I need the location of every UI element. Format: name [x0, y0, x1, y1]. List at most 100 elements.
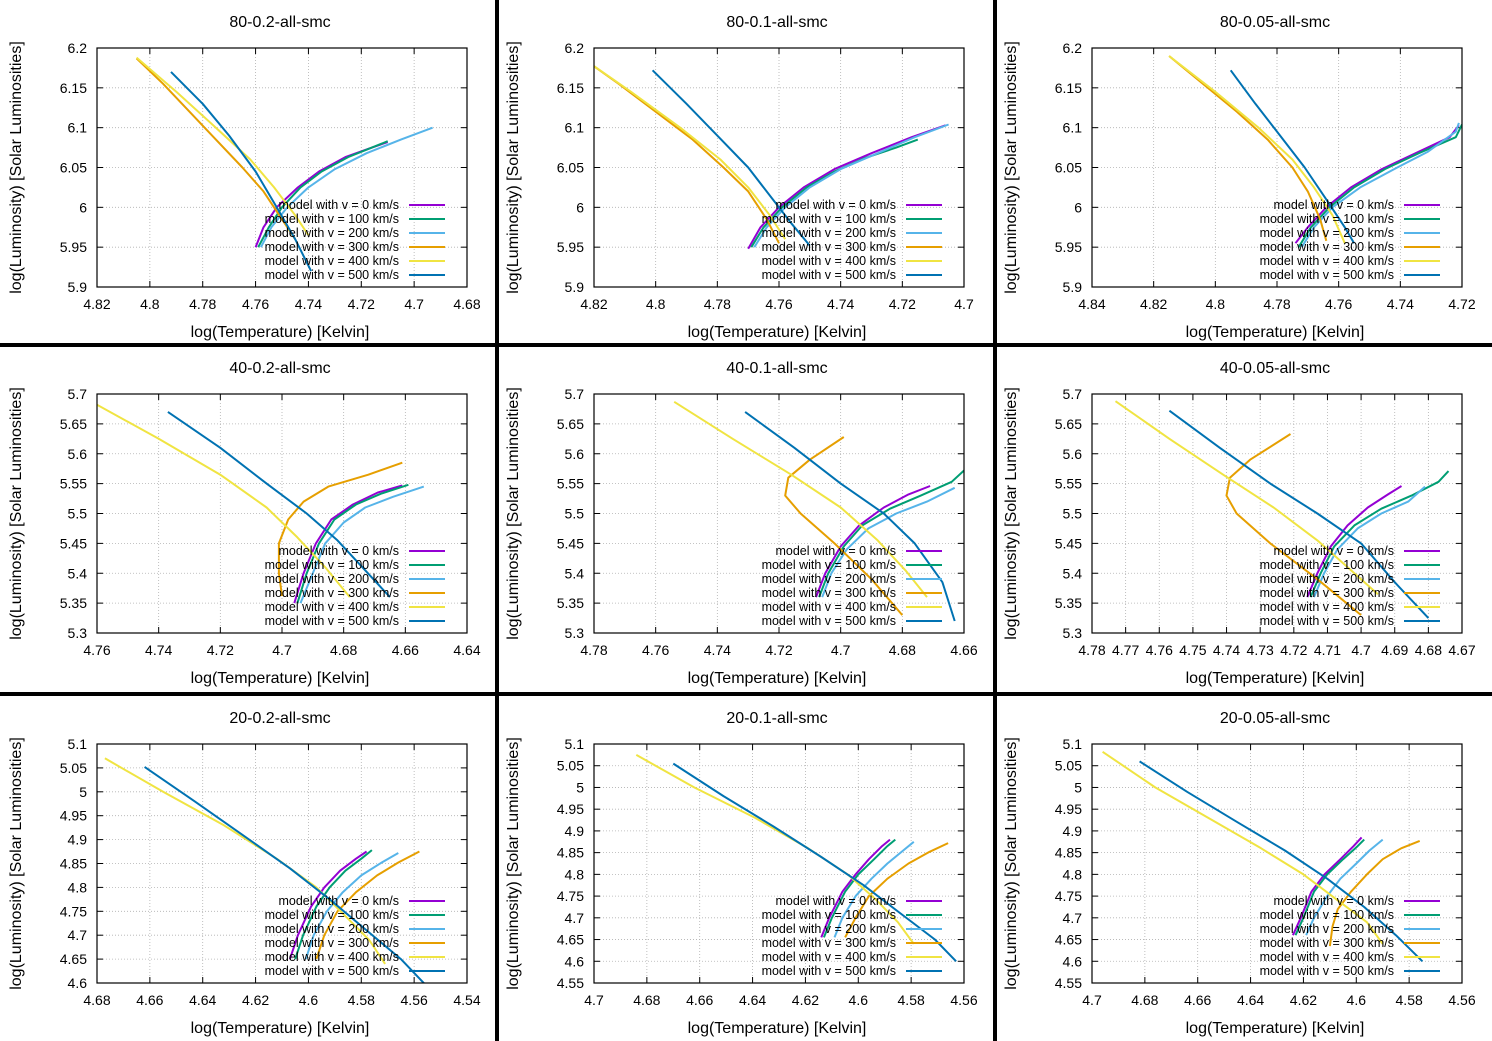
y-tick-label: 5.35 [60, 595, 87, 611]
chart-title: 40-0.1-all-smc [726, 360, 827, 377]
series-line-v400 [1114, 400, 1379, 595]
series-line-v500 [167, 411, 391, 598]
legend-label: model with v = 300 km/s [762, 936, 896, 950]
y-tick-label: 5.9 [68, 279, 88, 295]
legend-label: model with v = 100 km/s [762, 212, 896, 226]
legend-label: model with v = 400 km/s [265, 950, 399, 964]
y-tick-label: 6.05 [557, 160, 584, 176]
plot-frame [593, 393, 965, 634]
legend-label: model with v = 400 km/s [1260, 600, 1394, 614]
x-tick-label: 4.56 [401, 992, 428, 1008]
chart-panel: 4.84 4.82 4.8 4.78 4.76 4.74 4.72 5.9 5.95 6 6.05 6… [995, 0, 1492, 346]
x-axis-label: log(Temperature) [Kelvin] [191, 1020, 370, 1037]
x-tick-label: 4.72 [889, 296, 916, 312]
x-tick-label: 4.76 [1146, 642, 1173, 658]
series-line-v300 [1225, 433, 1362, 616]
x-tick-label: 4.68 [1131, 992, 1158, 1008]
x-tick-label: 4.73 [1247, 642, 1274, 658]
y-tick-label: 4.85 [60, 856, 87, 872]
y-tick-label: 4.75 [60, 903, 87, 919]
y-tick-label: 4.6 [1063, 953, 1083, 969]
legend-label: model with v = 500 km/s [1260, 964, 1394, 978]
y-tick-label: 4.75 [557, 888, 584, 904]
plot-frame [1091, 743, 1463, 984]
y-tick-label: 5.45 [60, 535, 87, 551]
y-axis-label: log(Luminosity) [Solar Luminosities] [505, 41, 522, 294]
chart-panel: 4.68 4.66 4.64 4.62 4.6 4.58 4.56 4.54 4.6 4.65 4.… [0, 696, 497, 1041]
x-axis-label: log(Temperature) [Kelvin] [688, 324, 867, 341]
x-tick-label: 4.58 [898, 992, 925, 1008]
series-line-v0 [1306, 485, 1403, 598]
y-tick-label: 5.7 [565, 386, 585, 402]
hr-diagram: 4.82 4.8 4.78 4.76 4.74 4.72 4.7 5.9 5.95 6 6.05 6.… [505, 14, 974, 341]
chart-title: 20-0.05-all-smc [1220, 710, 1330, 727]
series-line-v100 [822, 838, 896, 938]
y-tick-label: 5.9 [1063, 279, 1083, 295]
series-line-v200 [1313, 485, 1426, 598]
legend-label: model with v = 500 km/s [265, 268, 399, 282]
y-axis-label: log(Luminosity) [Solar Luminosities] [1003, 41, 1020, 294]
x-tick-label: 4.6 [849, 992, 869, 1008]
y-tick-label: 6 [1074, 199, 1082, 215]
y-tick-label: 4.65 [60, 951, 87, 967]
y-tick-label: 5.5 [1063, 506, 1083, 522]
y-tick-label: 6.2 [68, 40, 88, 56]
y-tick-label: 4.9 [1063, 823, 1083, 839]
chart-panel: 4.7 4.68 4.66 4.64 4.62 4.6 4.58 4.56 4.55 4.6 4.6… [995, 696, 1492, 1041]
legend-label: model with v = 0 km/s [1273, 544, 1394, 558]
x-axis-label: log(Temperature) [Kelvin] [191, 324, 370, 341]
x-tick-label: 4.6 [299, 992, 319, 1008]
series-line-v400 [594, 64, 787, 240]
y-tick-label: 5.3 [68, 625, 88, 641]
legend-label: model with v = 200 km/s [265, 226, 399, 240]
chart-panel: 4.82 4.8 4.78 4.76 4.74 4.72 4.7 5.9 5.95 6 6.05 6.… [497, 0, 995, 346]
hr-diagram: 4.7 4.68 4.66 4.64 4.62 4.6 4.58 4.56 4.55 4.6 4.6… [1003, 710, 1476, 1037]
hr-diagram: 4.82 4.8 4.78 4.76 4.74 4.72 4.7 4.68 5.9 5.95 6 6.… [8, 14, 481, 341]
panel-separator [0, 343, 1492, 347]
y-tick-label: 4.65 [1055, 932, 1082, 948]
y-tick-label: 5.1 [565, 736, 585, 752]
series-line-v400 [1102, 750, 1384, 945]
plot-frame [96, 743, 468, 984]
legend-label: model with v = 100 km/s [265, 212, 399, 226]
y-tick-label: 6.1 [68, 120, 88, 136]
y-tick-label: 4.7 [1063, 910, 1083, 926]
series-line-v100 [257, 140, 389, 248]
x-tick-label: 4.72 [765, 642, 792, 658]
x-tick-label: 4.8 [140, 296, 160, 312]
series-line-v200 [821, 486, 956, 598]
y-tick-label: 4.8 [565, 866, 585, 882]
x-tick-label: 4.67 [1448, 642, 1475, 658]
series-line-v500 [744, 411, 956, 622]
hr-diagram: 4.84 4.82 4.8 4.78 4.76 4.74 4.72 5.9 5.95 6 6.05 6… [1003, 14, 1476, 341]
y-tick-label: 4.7 [565, 910, 585, 926]
y-tick-label: 6.05 [60, 160, 87, 176]
x-tick-label: 4.78 [1078, 642, 1105, 658]
legend-label: model with v = 500 km/s [265, 964, 399, 978]
x-axis-label: log(Temperature) [Kelvin] [688, 670, 867, 687]
x-tick-label: 4.74 [145, 642, 172, 658]
series-line-v300 [784, 436, 904, 616]
legend-label: model with v = 400 km/s [762, 950, 896, 964]
x-tick-label: 4.68 [330, 642, 357, 658]
y-tick-label: 4.6 [565, 953, 585, 969]
y-tick-label: 5.05 [1055, 758, 1082, 774]
y-tick-label: 4.85 [557, 845, 584, 861]
series-line-v500 [672, 762, 957, 962]
y-tick-label: 4.8 [1063, 866, 1083, 882]
x-axis-label: log(Temperature) [Kelvin] [1186, 1020, 1365, 1037]
y-tick-label: 4.9 [68, 832, 88, 848]
plot-frame [1091, 47, 1463, 288]
y-tick-label: 6.15 [60, 80, 87, 96]
legend-label: model with v = 0 km/s [775, 894, 896, 908]
legend-label: model with v = 400 km/s [762, 254, 896, 268]
chart-title: 40-0.2-all-smc [229, 360, 330, 377]
y-tick-label: 6.1 [1063, 120, 1083, 136]
x-tick-label: 4.7 [404, 296, 424, 312]
y-tick-label: 5.7 [68, 386, 88, 402]
x-tick-label: 4.82 [1140, 296, 1167, 312]
y-axis-label: log(Luminosity) [Solar Luminosities] [8, 41, 25, 294]
y-tick-label: 4.7 [68, 927, 88, 943]
y-tick-label: 5.55 [1055, 476, 1082, 492]
legend-label: model with v = 200 km/s [1260, 226, 1394, 240]
